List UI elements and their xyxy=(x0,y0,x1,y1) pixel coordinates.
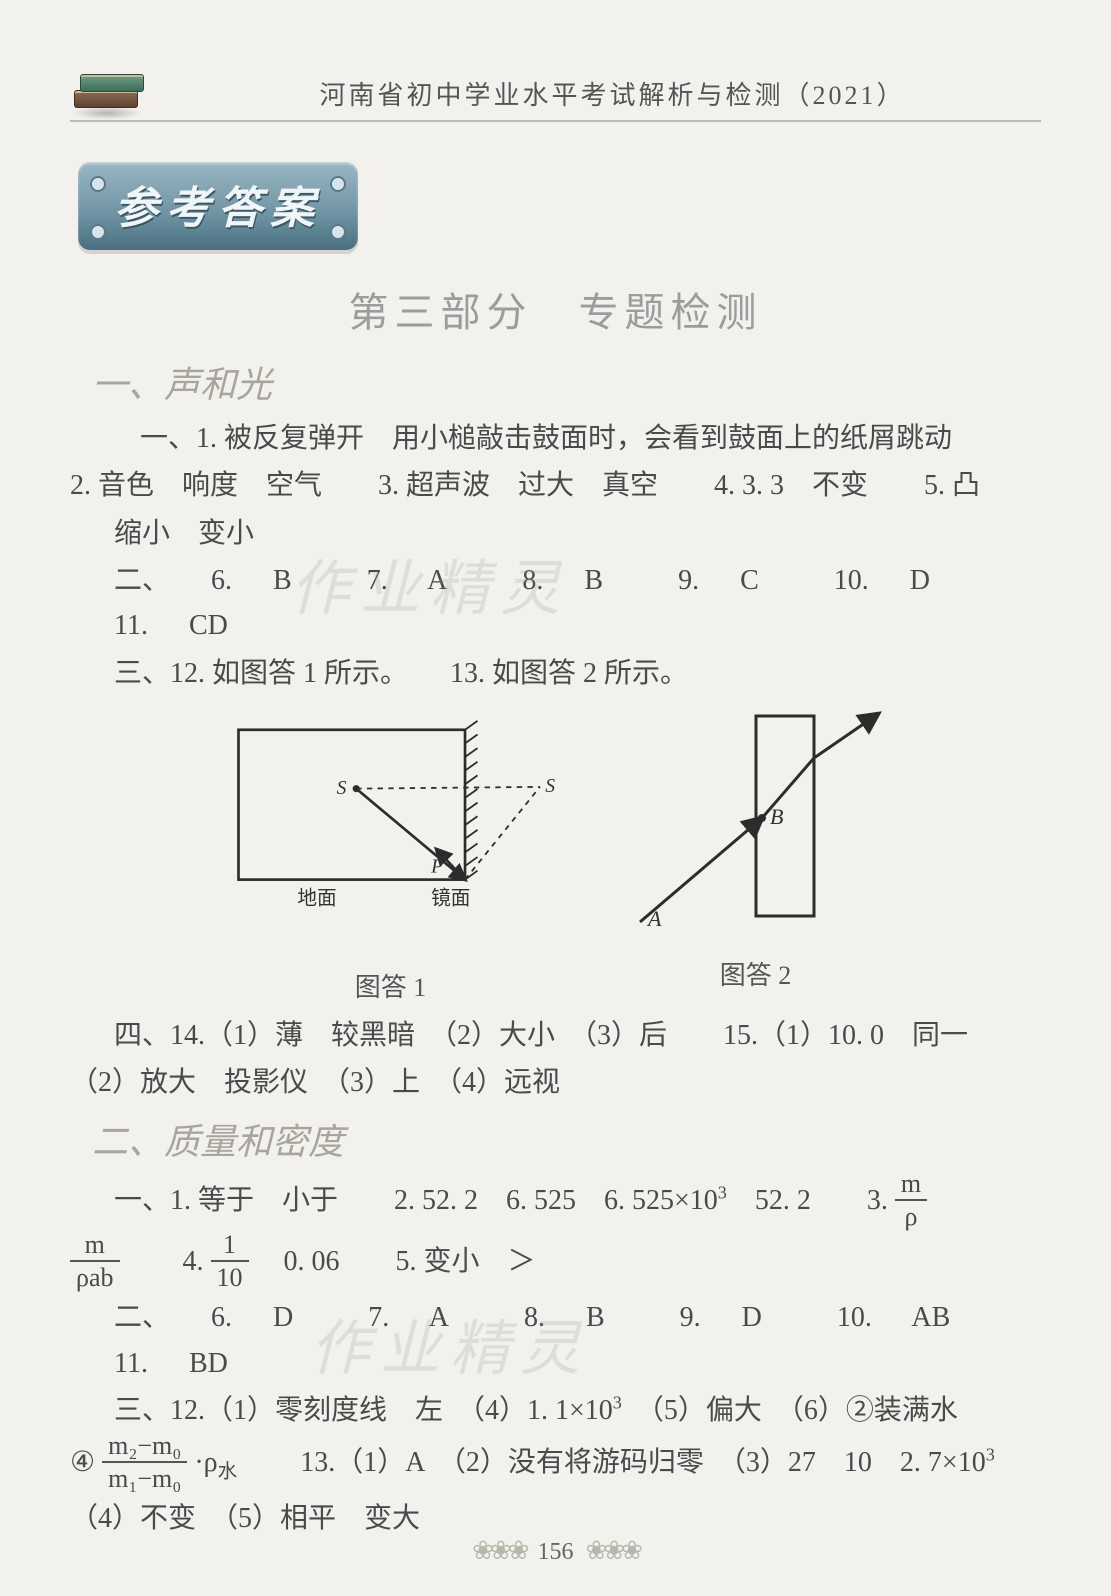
t2-s3-l2b: ·ρ xyxy=(194,1447,217,1478)
t1-q1: 一、1. 被反复弹开 用小槌敲击鼓面时，会看到鼓面上的纸屑跳动 xyxy=(70,416,1041,461)
frac-m-over-rhoab: m ρab xyxy=(70,1232,120,1291)
t1-mcq-11: 11. CD xyxy=(114,610,262,641)
t2-l2-mid1: 4. xyxy=(127,1246,211,1277)
t2-mcq-6: 6. D xyxy=(211,1302,327,1333)
t1-mcq-9: 9. C xyxy=(678,565,793,596)
t1-mcq-row: 二、 6. B 7. A 8. B 9. C 10. D 11. CD xyxy=(114,558,1041,649)
t1-sec4a: 四、14.（1）薄 较黑暗 （2）大小 （3）后 15.（1）10. 0 同一 xyxy=(114,1013,1041,1058)
frac-1-over-10: 1 10 xyxy=(211,1232,249,1291)
figure-2-svg: AB xyxy=(626,706,886,936)
t2-line1: 一、1. 等于 小于 2. 52. 2 6. 525 6. 525×103 52… xyxy=(114,1173,1041,1232)
t2-mcq-7: 7. A xyxy=(368,1302,483,1333)
t1-mcq-7: 7. A xyxy=(367,565,482,596)
t2-sec2-prefix: 二、 xyxy=(114,1302,170,1333)
t1-q2-5a: 2. 音色 响度 空气 3. 超声波 过大 真空 4. 3. 3 不变 5. 凸 xyxy=(70,463,1041,508)
t2-l1-sup: 3 xyxy=(718,1183,727,1203)
svg-text:镜面: 镜面 xyxy=(431,888,470,910)
figure-2-caption: 图答 2 xyxy=(626,955,886,997)
figure-1-svg: S S′ P 地面 镜面 xyxy=(226,706,556,948)
leaf-icon: ❀❀❀ xyxy=(586,1536,639,1565)
topic-2-heading: 二、质量和密度 xyxy=(92,1113,1041,1165)
t1-sec2-prefix: 二、 xyxy=(114,565,170,596)
t2-line2: m ρab 4. 1 10 0. 06 5. 变小 ＞ xyxy=(70,1234,1041,1293)
t1-mcq-10: 10. D xyxy=(834,565,964,596)
t2-mcq-9: 9. D xyxy=(680,1302,796,1333)
topic-2-answers: 一、1. 等于 小于 2. 52. 2 6. 525 6. 525×103 52… xyxy=(70,1173,1041,1541)
svg-text:S′: S′ xyxy=(545,776,556,797)
page-header: 河南省初中学业水平考试解析与检测（2021） xyxy=(70,60,1041,122)
t2-l1-post: 52. 2 3. xyxy=(727,1185,895,1216)
topic-1-heading: 一、声和光 xyxy=(92,356,1041,408)
figure-2: AB 图答 2 xyxy=(626,706,886,1008)
header-title: 河南省初中学业水平考试解析与检测（2021） xyxy=(184,75,1041,114)
t2-mcq-11: 11. BD xyxy=(114,1348,262,1379)
answer-key-badge: 参考答案 xyxy=(78,162,358,250)
rho-water-sub: 水 xyxy=(218,1462,238,1483)
t2-s3-l2c: 13.（1）A （2）没有将游码归零 （3）27 10 2. 7×10 xyxy=(244,1447,985,1478)
svg-text:P: P xyxy=(430,857,443,878)
topic-1-answers: 一、1. 被反复弹开 用小槌敲击鼓面时，会看到鼓面上的纸屑跳动 2. 音色 响度… xyxy=(70,416,1041,1105)
figure-1-caption: 图答 1 xyxy=(226,967,556,1009)
part-title: 第三部分 专题检测 xyxy=(70,280,1041,338)
t2-sec3b: ④ m₂−m₀ m₁−m₀ ·ρ水 13.（1）A （2）没有将游码归零 （3）… xyxy=(70,1435,1041,1494)
t1-sec3: 三、12. 如图答 1 所示。 13. 如图答 2 所示。 xyxy=(114,651,1041,696)
t2-s3-sup: 3 xyxy=(613,1393,622,1413)
t2-mcq-row: 二、 6. D 7. A 8. B 9. D 10. AB 11. BD xyxy=(114,1295,1041,1386)
page-footer: ❀❀❀ 156 ❀❀❀ xyxy=(0,1536,1111,1566)
t2-s3-l1b: （5）偏大 （6）②装满水 xyxy=(622,1395,958,1426)
books-icon xyxy=(70,60,144,114)
t2-l1-pre: 一、1. 等于 小于 2. 52. 2 6. 525 6. 525×10 xyxy=(114,1185,718,1216)
t1-mcq-8: 8. B xyxy=(522,565,637,596)
t2-mcq-8: 8. B xyxy=(524,1302,639,1333)
t1-mcq-6: 6. B xyxy=(211,565,326,596)
t1-sec4b: （2）放大 投影仪 （3）上 （4）远视 xyxy=(70,1060,1041,1105)
figure-1: S S′ P 地面 镜面 图答 1 xyxy=(226,706,556,1008)
svg-text:S: S xyxy=(336,778,346,799)
t2-l2-mid2: 0. 06 5. 变小 ＞ xyxy=(256,1246,536,1277)
badge-text: 参考答案 xyxy=(114,184,322,233)
leaf-icon: ❀❀❀ xyxy=(472,1536,525,1565)
t2-s3-l2a: ④ xyxy=(70,1447,95,1478)
t2-s3-sup2: 3 xyxy=(986,1445,995,1465)
figures-row: SS′P地面镜面 图答 1 AB 图答 2 xyxy=(70,706,1041,1008)
frac-mass-ratio: m₂−m₀ m₁−m₀ xyxy=(102,1433,187,1492)
t2-sec3a: 三、12.（1）零刻度线 左 （4）1. 1×103 （5）偏大 （6）②装满水 xyxy=(114,1388,1041,1433)
svg-text:地面: 地面 xyxy=(297,888,336,910)
page-root: 河南省初中学业水平考试解析与检测（2021） 参考答案 第三部分 专题检测 一、… xyxy=(0,0,1111,1596)
svg-text:A: A xyxy=(646,906,662,931)
t2-sec3c: （4）不变 （5）相平 变大 xyxy=(70,1496,1041,1541)
t2-mcq-10: 10. AB xyxy=(837,1302,984,1333)
t1-q2-5b: 缩小 变小 xyxy=(114,511,1041,556)
t2-s3-l1a: 三、12.（1）零刻度线 左 （4）1. 1×10 xyxy=(114,1395,613,1426)
frac-m-over-rho: m ρ xyxy=(895,1171,927,1230)
svg-text:B: B xyxy=(770,804,783,829)
page-number: 156 xyxy=(538,1539,574,1565)
